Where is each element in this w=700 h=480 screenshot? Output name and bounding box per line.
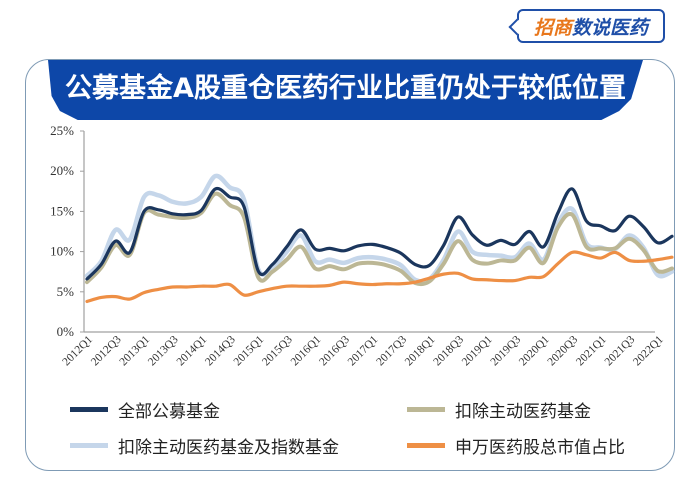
series-line (85, 186, 674, 281)
y-tick-label: 20% (50, 163, 74, 178)
x-tick-label: 2018Q3 (431, 333, 466, 368)
legend-label: 申万医药股总市值占比 (455, 438, 625, 458)
x-tick-label: 2021Q1 (574, 333, 609, 368)
legend-label: 扣除主动医药基金及指数基金 (118, 438, 339, 458)
line-chart: 0% 5% 10% 15% 20% 25% 2012Q12012Q32013Q12013Q… (50, 123, 675, 368)
y-axis: 0% 5% 10% 15% 20% 25% (50, 123, 85, 339)
x-tick-label: 2013Q3 (146, 333, 181, 368)
y-tick-label: 5% (57, 284, 75, 299)
y-tick-label: 15% (50, 203, 74, 218)
legend-item-excl-active-pharma-and-index: 扣除主动医药基金及指数基金 (70, 433, 339, 458)
x-tick-label: 2019Q1 (460, 333, 495, 368)
legend-swatch (407, 407, 445, 412)
series-line (85, 250, 674, 304)
legend-item-excl-active-pharma: 扣除主动医药基金 (407, 397, 591, 422)
x-tick-label: 2016Q3 (317, 333, 352, 368)
legend-item-sw-pharma-market-cap: 申万医药股总市值占比 (407, 433, 625, 458)
x-tick-label: 2017Q1 (346, 333, 381, 368)
legend-label: 全部公募基金 (118, 402, 220, 422)
series-line (84, 173, 675, 284)
x-tick-label: 2016Q1 (289, 333, 324, 368)
x-tick-label: 2014Q3 (203, 333, 238, 368)
x-tick-label: 2019Q3 (488, 333, 523, 368)
series-line (85, 191, 674, 287)
x-tick-label: 2014Q1 (175, 333, 210, 368)
y-tick-label: 0% (57, 324, 75, 339)
x-tick-label: 2020Q1 (517, 333, 552, 368)
legend-swatch (70, 443, 108, 448)
page-title: 公募基金A股重仓医药行业比重仍处于较低位置 (65, 73, 626, 104)
legend-item-all-funds: 全部公募基金 (70, 397, 220, 422)
x-axis: 2012Q12012Q32013Q12013Q32014Q12014Q32015… (60, 331, 666, 368)
x-tick-label: 2017Q3 (374, 333, 409, 368)
x-tick-label: 2020Q3 (546, 333, 581, 368)
legend-label: 扣除主动医药基金 (455, 402, 591, 422)
y-tick-label: 25% (50, 123, 74, 138)
x-tick-label: 2015Q1 (232, 333, 267, 368)
title-banner (48, 60, 643, 120)
x-tick-label: 2021Q3 (603, 333, 638, 368)
brand-logo: 招商 数说医药 (508, 9, 665, 43)
legend-swatch (407, 443, 445, 448)
legend-swatch (70, 407, 108, 412)
x-tick-label: 2012Q3 (89, 333, 124, 368)
x-tick-label: 2022Q1 (631, 333, 666, 368)
x-tick-label: 2013Q1 (118, 333, 153, 368)
chart-lines (84, 173, 675, 304)
brand-part1: 招商 (533, 16, 572, 39)
x-tick-label: 2018Q1 (403, 333, 438, 368)
brand-part2: 数说医药 (572, 16, 649, 39)
y-tick-label: 10% (50, 244, 74, 259)
x-tick-label: 2015Q3 (260, 333, 295, 368)
